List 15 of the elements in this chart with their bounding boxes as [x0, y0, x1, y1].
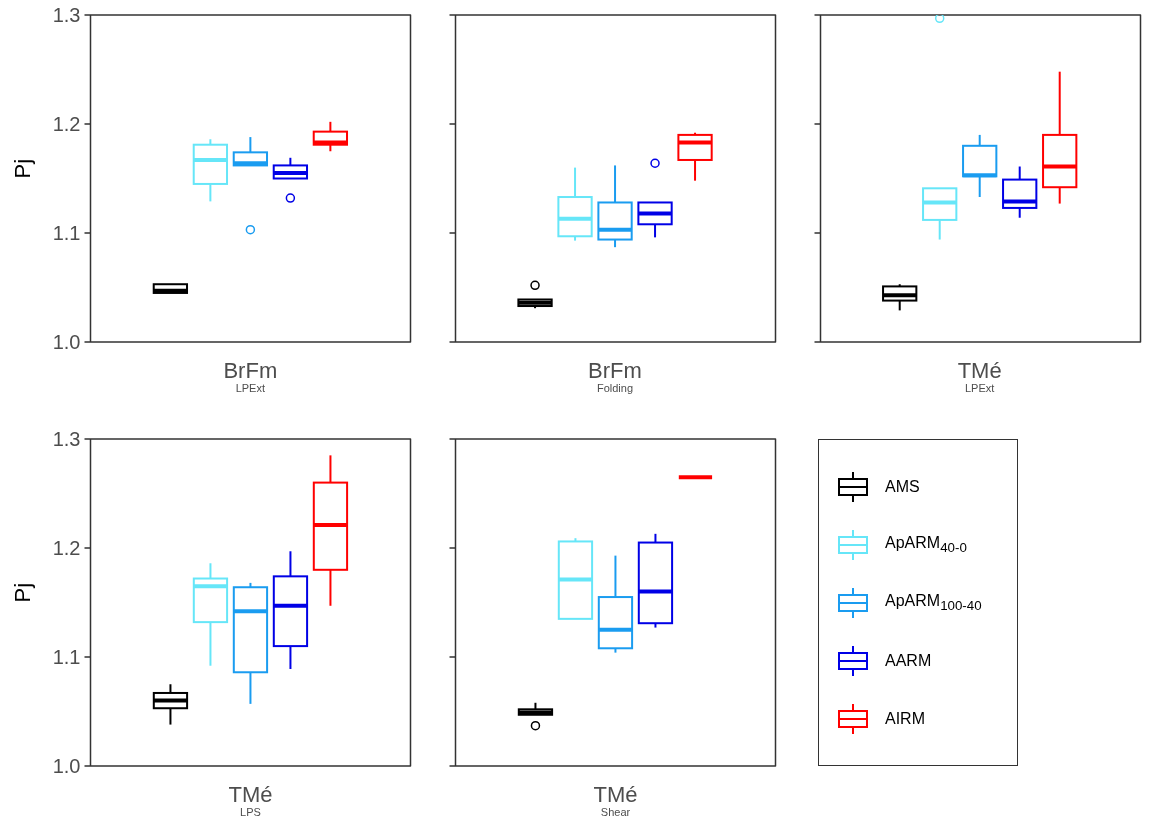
- y-tick-label: 1.1: [52, 646, 81, 669]
- legend-label: ApARM$_{40-0}$: [885, 534, 967, 556]
- legend-label: AIRM: [885, 710, 925, 728]
- y-axis-title: Pj: [9, 158, 35, 179]
- y-axis-title: Pj: [9, 582, 35, 603]
- y-tick-label: 1.2: [52, 537, 81, 560]
- y-tick-label: 1.0: [52, 331, 81, 354]
- y-tick-label: 1.3: [52, 428, 81, 451]
- legend-label: AMS: [885, 478, 920, 496]
- y-tick-label: 1.2: [52, 113, 81, 136]
- legend-label: AARM: [885, 652, 932, 670]
- y-tick-label: 1.3: [52, 4, 81, 27]
- y-tick-label: 1.0: [52, 755, 81, 778]
- legend-label: ApARM$_{100-40}$: [885, 592, 982, 614]
- y-tick-label: 1.1: [52, 222, 81, 245]
